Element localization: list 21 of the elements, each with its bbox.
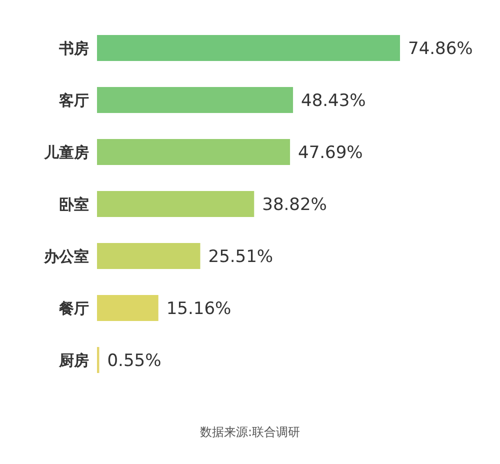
- y-tick-label: 办公室: [43, 247, 89, 266]
- data-label: 74.86%: [408, 38, 473, 59]
- bar: [97, 191, 254, 217]
- data-label: 48.43%: [301, 90, 366, 111]
- source-note: 数据来源:联合调研: [198, 424, 302, 441]
- bar: [97, 87, 294, 113]
- data-label: 47.69%: [298, 142, 363, 163]
- data-label: 38.82%: [262, 194, 327, 215]
- y-tick-label: 儿童房: [43, 143, 89, 162]
- bar: [97, 243, 200, 269]
- data-label: 15.16%: [166, 298, 232, 319]
- bar: [97, 35, 400, 61]
- data-label: 0.55%: [107, 350, 162, 371]
- y-tick-label: 厨房: [58, 351, 89, 370]
- y-tick-label: 客厅: [58, 91, 89, 110]
- data-label: 25.51%: [208, 246, 274, 267]
- bar: [97, 295, 158, 321]
- y-tick-label: 餐厅: [58, 299, 89, 318]
- bar: [97, 139, 290, 165]
- y-tick-label: 卧室: [59, 195, 89, 214]
- y-tick-label: 书房: [58, 39, 89, 58]
